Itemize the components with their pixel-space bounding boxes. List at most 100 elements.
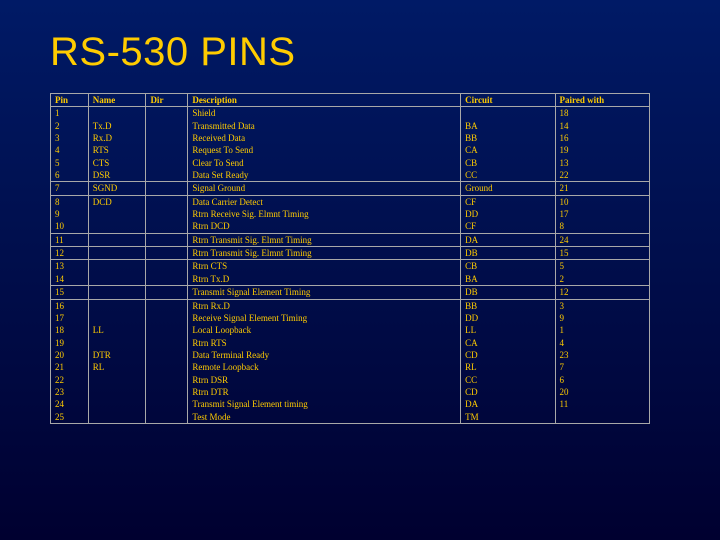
cell-pin: 18 <box>51 324 89 336</box>
cell-desc: Local Loopback <box>188 324 461 336</box>
cell-desc: Data Carrier Detect <box>188 195 461 208</box>
table-row: 25Test ModeTM <box>51 411 650 424</box>
cell-name <box>88 286 146 299</box>
cell-pin: 21 <box>51 361 89 373</box>
cell-desc: Data Set Ready <box>188 169 461 182</box>
table-row: 14Rtrn Tx.DBA2 <box>51 273 650 286</box>
table-row: 20DTRData Terminal ReadyCD23 <box>51 349 650 361</box>
cell-dir <box>146 182 188 195</box>
cell-pin: 5 <box>51 157 89 169</box>
table-row: 2Tx.DTransmitted DataBA14 <box>51 120 650 132</box>
cell-circ: BB <box>461 299 555 312</box>
cell-pin: 4 <box>51 144 89 156</box>
cell-dir <box>146 132 188 144</box>
cell-circ: DD <box>461 208 555 220</box>
cell-pair: 13 <box>555 157 649 169</box>
cell-desc: Remote Loopback <box>188 361 461 373</box>
cell-name <box>88 208 146 220</box>
col-header-pair: Paired with <box>555 94 649 107</box>
cell-pin: 23 <box>51 386 89 398</box>
cell-desc: Shield <box>188 107 461 120</box>
cell-pin: 14 <box>51 273 89 286</box>
cell-desc: Transmit Signal Element timing <box>188 398 461 410</box>
table-row: 11Rtrn Transmit Sig. Elmnt TimingDA24 <box>51 233 650 246</box>
cell-dir <box>146 312 188 324</box>
cell-name <box>88 233 146 246</box>
table-row: 5CTSClear To SendCB13 <box>51 157 650 169</box>
cell-circ: CC <box>461 374 555 386</box>
cell-pair: 7 <box>555 361 649 373</box>
table-row: 12Rtrn Transmit Sig. Elmnt TimingDB15 <box>51 247 650 260</box>
cell-dir <box>146 208 188 220</box>
cell-circ: CB <box>461 157 555 169</box>
cell-pair: 11 <box>555 398 649 410</box>
cell-dir <box>146 286 188 299</box>
cell-pair: 14 <box>555 120 649 132</box>
cell-dir <box>146 324 188 336</box>
cell-pair: 12 <box>555 286 649 299</box>
table-body: 1Shield182Tx.DTransmitted DataBA143Rx.DR… <box>51 107 650 424</box>
cell-circ: CA <box>461 337 555 349</box>
cell-dir <box>146 157 188 169</box>
cell-circ: CC <box>461 169 555 182</box>
cell-pair: 3 <box>555 299 649 312</box>
cell-desc: Rtrn DCD <box>188 220 461 233</box>
cell-pair: 21 <box>555 182 649 195</box>
cell-pin: 12 <box>51 247 89 260</box>
table-row: 3Rx.DReceived DataBB16 <box>51 132 650 144</box>
cell-circ: BA <box>461 273 555 286</box>
table-row: 4RTSRequest To SendCA19 <box>51 144 650 156</box>
cell-name <box>88 411 146 424</box>
cell-desc: Rtrn RTS <box>188 337 461 349</box>
cell-circ: DA <box>461 233 555 246</box>
cell-pin: 2 <box>51 120 89 132</box>
cell-pin: 3 <box>51 132 89 144</box>
cell-circ: CD <box>461 349 555 361</box>
cell-desc: Request To Send <box>188 144 461 156</box>
col-header-desc: Description <box>188 94 461 107</box>
cell-pair: 24 <box>555 233 649 246</box>
cell-circ <box>461 107 555 120</box>
cell-pin: 25 <box>51 411 89 424</box>
cell-desc: Rtrn Rx.D <box>188 299 461 312</box>
cell-dir <box>146 411 188 424</box>
cell-pin: 9 <box>51 208 89 220</box>
cell-dir <box>146 233 188 246</box>
cell-pin: 24 <box>51 398 89 410</box>
cell-pin: 1 <box>51 107 89 120</box>
cell-pair: 15 <box>555 247 649 260</box>
cell-circ: BA <box>461 120 555 132</box>
cell-dir <box>146 374 188 386</box>
cell-circ: CA <box>461 144 555 156</box>
table-row: 7SGNDSignal GroundGround21 <box>51 182 650 195</box>
cell-desc: Received Data <box>188 132 461 144</box>
cell-desc: Rtrn Transmit Sig. Elmnt Timing <box>188 233 461 246</box>
cell-dir <box>146 220 188 233</box>
cell-circ: DA <box>461 398 555 410</box>
cell-name: DSR <box>88 169 146 182</box>
cell-pin: 8 <box>51 195 89 208</box>
cell-dir <box>146 349 188 361</box>
table-row: 1 Shield 18 <box>51 107 650 120</box>
table-row: 16 Rtrn Rx.DBB3 <box>51 299 650 312</box>
cell-pair <box>555 411 649 424</box>
cell-dir <box>146 361 188 373</box>
table-row: 19Rtrn RTSCA4 <box>51 337 650 349</box>
slide: RS-530 PINS Pin Name Dir Description Cir… <box>0 0 720 540</box>
cell-pin: 13 <box>51 260 89 273</box>
cell-circ: TM <box>461 411 555 424</box>
cell-desc: Rtrn Tx.D <box>188 273 461 286</box>
cell-name: SGND <box>88 182 146 195</box>
cell-dir <box>146 195 188 208</box>
cell-pin: 16 <box>51 299 89 312</box>
cell-dir <box>146 398 188 410</box>
cell-name <box>88 398 146 410</box>
cell-desc: Transmitted Data <box>188 120 461 132</box>
cell-pin: 22 <box>51 374 89 386</box>
cell-pin: 6 <box>51 169 89 182</box>
cell-pair: 18 <box>555 107 649 120</box>
cell-circ: DB <box>461 247 555 260</box>
cell-name: CTS <box>88 157 146 169</box>
cell-dir <box>146 260 188 273</box>
cell-circ: DB <box>461 286 555 299</box>
